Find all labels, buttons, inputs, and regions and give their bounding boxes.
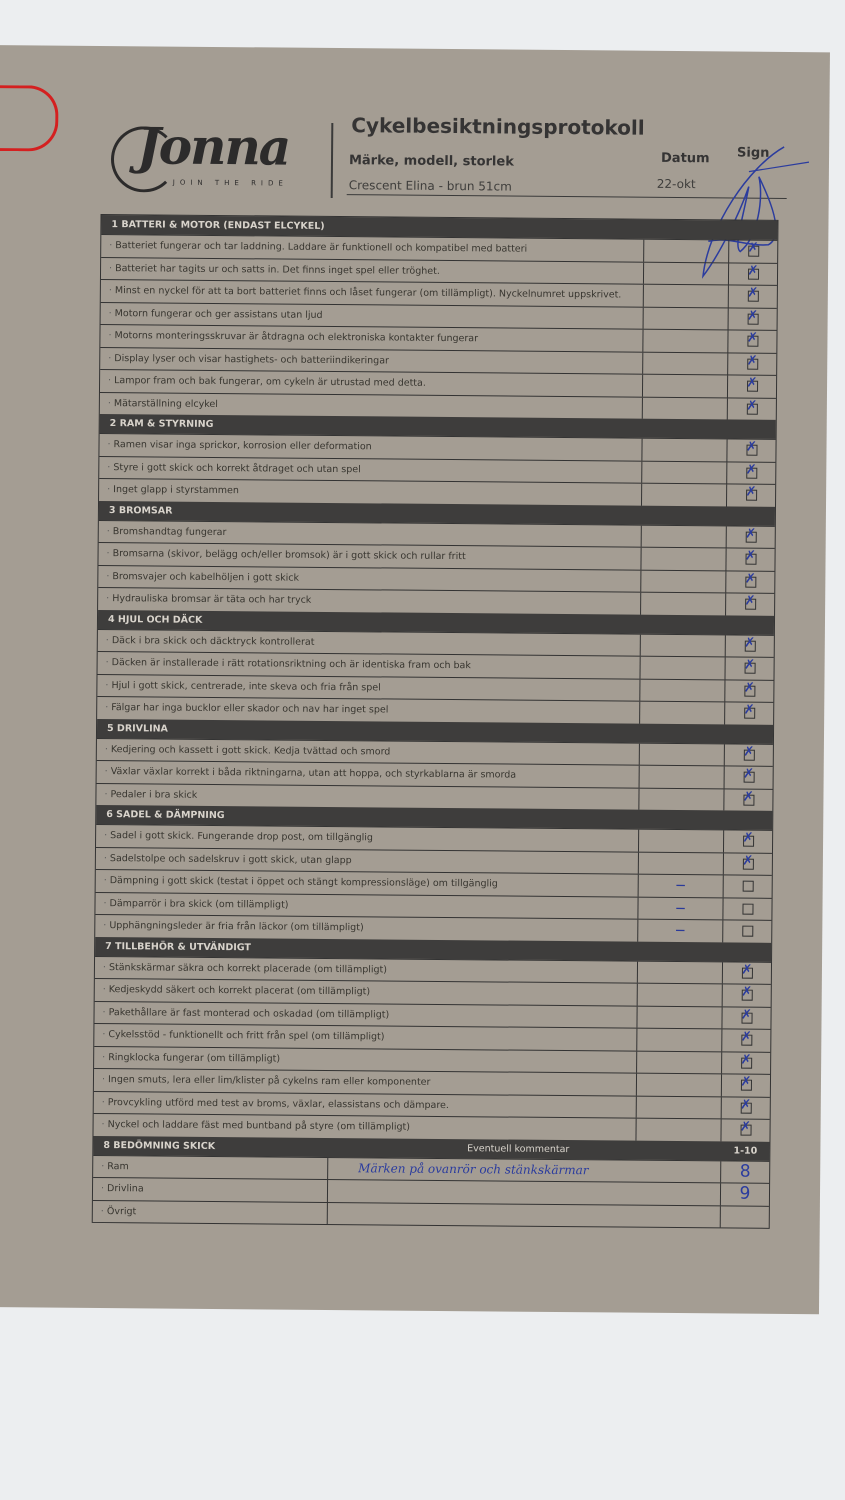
checkbox[interactable] — [747, 290, 759, 302]
not-applicable-mark — [642, 307, 728, 330]
not-applicable-mark — [640, 547, 726, 570]
checkbox[interactable] — [744, 662, 756, 674]
section-title: 3 BROMSAR — [108, 504, 173, 517]
checkbox[interactable] — [743, 749, 755, 761]
model-label: Märke, modell, storlek — [348, 153, 514, 170]
not-applicable-mark — [641, 438, 727, 461]
not-applicable-mark — [641, 483, 727, 506]
checkbox[interactable] — [742, 858, 754, 870]
checkbox[interactable] — [740, 1034, 752, 1046]
not-applicable-mark: — — [637, 897, 723, 920]
checkbox[interactable] — [746, 358, 758, 370]
section-title: 6 SADEL & DÄMPNING — [106, 809, 225, 822]
checkbox[interactable] — [740, 1102, 752, 1114]
not-applicable-mark — [639, 701, 725, 724]
checkbox[interactable] — [740, 1057, 752, 1069]
grading-label: Övrigt — [92, 1200, 328, 1224]
not-applicable-mark — [641, 397, 727, 420]
checkbox[interactable] — [740, 1012, 753, 1024]
jonna-logo: Jonna JOIN THE RIDE — [110, 116, 312, 198]
handwritten-signature — [701, 146, 810, 279]
not-applicable-mark — [639, 634, 725, 657]
checkbox[interactable] — [744, 576, 756, 588]
not-applicable-mark — [638, 788, 724, 811]
checkbox[interactable] — [745, 444, 758, 456]
not-applicable-mark — [637, 852, 723, 875]
not-applicable-mark: — — [637, 919, 723, 942]
not-applicable-mark — [641, 461, 727, 484]
checkbox[interactable] — [747, 245, 759, 257]
not-applicable-mark — [638, 743, 724, 766]
checkbox[interactable] — [740, 1124, 752, 1136]
logo-tagline: JOIN THE RIDE — [172, 178, 288, 188]
inspection-form-paper: Jonna JOIN THE RIDE Cykelbesiktningsprot… — [0, 45, 830, 1315]
not-applicable-mark — [637, 829, 724, 852]
grading-comment[interactable]: Märken på ovanrör och stänkskärmar — [358, 1160, 589, 1177]
grading-title: 8 BEDÖMNING SKICK — [103, 1139, 216, 1152]
logo-word: Jonna — [136, 116, 290, 177]
checkbox[interactable] — [746, 380, 758, 392]
grading-score[interactable]: 9 — [719, 1183, 770, 1206]
not-applicable-mark — [635, 1096, 721, 1119]
checkbox[interactable] — [741, 967, 753, 979]
not-applicable-mark — [640, 592, 726, 615]
not-applicable-mark — [635, 1118, 721, 1141]
checkbox[interactable] — [742, 794, 754, 806]
not-applicable-mark — [636, 1051, 722, 1074]
checklist-table: 1 BATTERI & MOTOR (ENDAST ELCYKEL) Batte… — [91, 213, 779, 1229]
section-title: 4 HJUL OCH DÄCK — [107, 613, 203, 626]
not-applicable-mark — [642, 284, 728, 307]
not-applicable-mark — [635, 1073, 722, 1096]
checkbox[interactable] — [745, 467, 757, 479]
grading-comment[interactable] — [328, 1180, 720, 1205]
checkbox[interactable] — [741, 925, 753, 937]
not-applicable-mark — [642, 329, 728, 352]
checkbox[interactable] — [743, 707, 755, 719]
not-applicable-mark — [639, 656, 725, 679]
not-applicable-mark — [638, 765, 724, 788]
grading-label: Drivlina — [92, 1177, 329, 1202]
not-applicable-mark — [643, 239, 729, 262]
not-applicable-mark — [641, 374, 728, 397]
not-applicable-mark — [640, 570, 726, 593]
grading-label: Ram — [93, 1155, 329, 1179]
not-applicable-mark — [642, 352, 728, 375]
grading-score[interactable]: 8 — [720, 1160, 770, 1183]
checkbox[interactable] — [746, 335, 758, 347]
checkbox[interactable] — [743, 685, 755, 697]
checkbox[interactable] — [742, 880, 754, 892]
not-applicable-mark — [636, 1028, 722, 1051]
not-applicable-mark — [639, 679, 725, 702]
checkbox[interactable] — [745, 489, 757, 501]
checkbox[interactable] — [742, 835, 754, 847]
not-applicable-mark: — — [637, 874, 723, 897]
model-value: Crescent Elina - brun 51cm — [348, 178, 512, 194]
section-title: 2 RAM & STYRNING — [109, 418, 214, 430]
grading-comment[interactable] — [328, 1202, 720, 1227]
not-applicable-mark — [640, 525, 726, 548]
checkbox[interactable] — [745, 531, 757, 543]
checkbox[interactable] — [747, 268, 759, 280]
divider — [330, 122, 334, 198]
not-applicable-mark — [636, 961, 723, 984]
checkbox[interactable] — [741, 989, 753, 1001]
section-title: 1 BATTERI & MOTOR (ENDAST ELCYKEL) — [111, 219, 325, 232]
not-applicable-mark — [636, 1006, 722, 1029]
not-applicable-mark — [636, 983, 722, 1006]
checkbox[interactable] — [744, 553, 757, 565]
section-title: 5 DRIVLINA — [106, 722, 168, 735]
checkbox[interactable] — [741, 903, 754, 915]
checkbox[interactable] — [744, 640, 756, 652]
checkbox[interactable] — [740, 1079, 752, 1091]
checkbox[interactable] — [746, 403, 758, 415]
score-header: 1-10 — [733, 1145, 758, 1157]
checkbox[interactable] — [743, 771, 755, 783]
grading-score[interactable] — [719, 1205, 769, 1228]
checkbox[interactable] — [744, 598, 756, 610]
form-title: Cykelbesiktningsprotokoll — [351, 113, 645, 140]
red-string — [0, 84, 59, 152]
section-title: 7 TILLBEHÖR & UTVÄNDIGT — [105, 940, 251, 953]
checkbox[interactable] — [747, 313, 759, 325]
not-applicable-mark — [642, 262, 729, 285]
